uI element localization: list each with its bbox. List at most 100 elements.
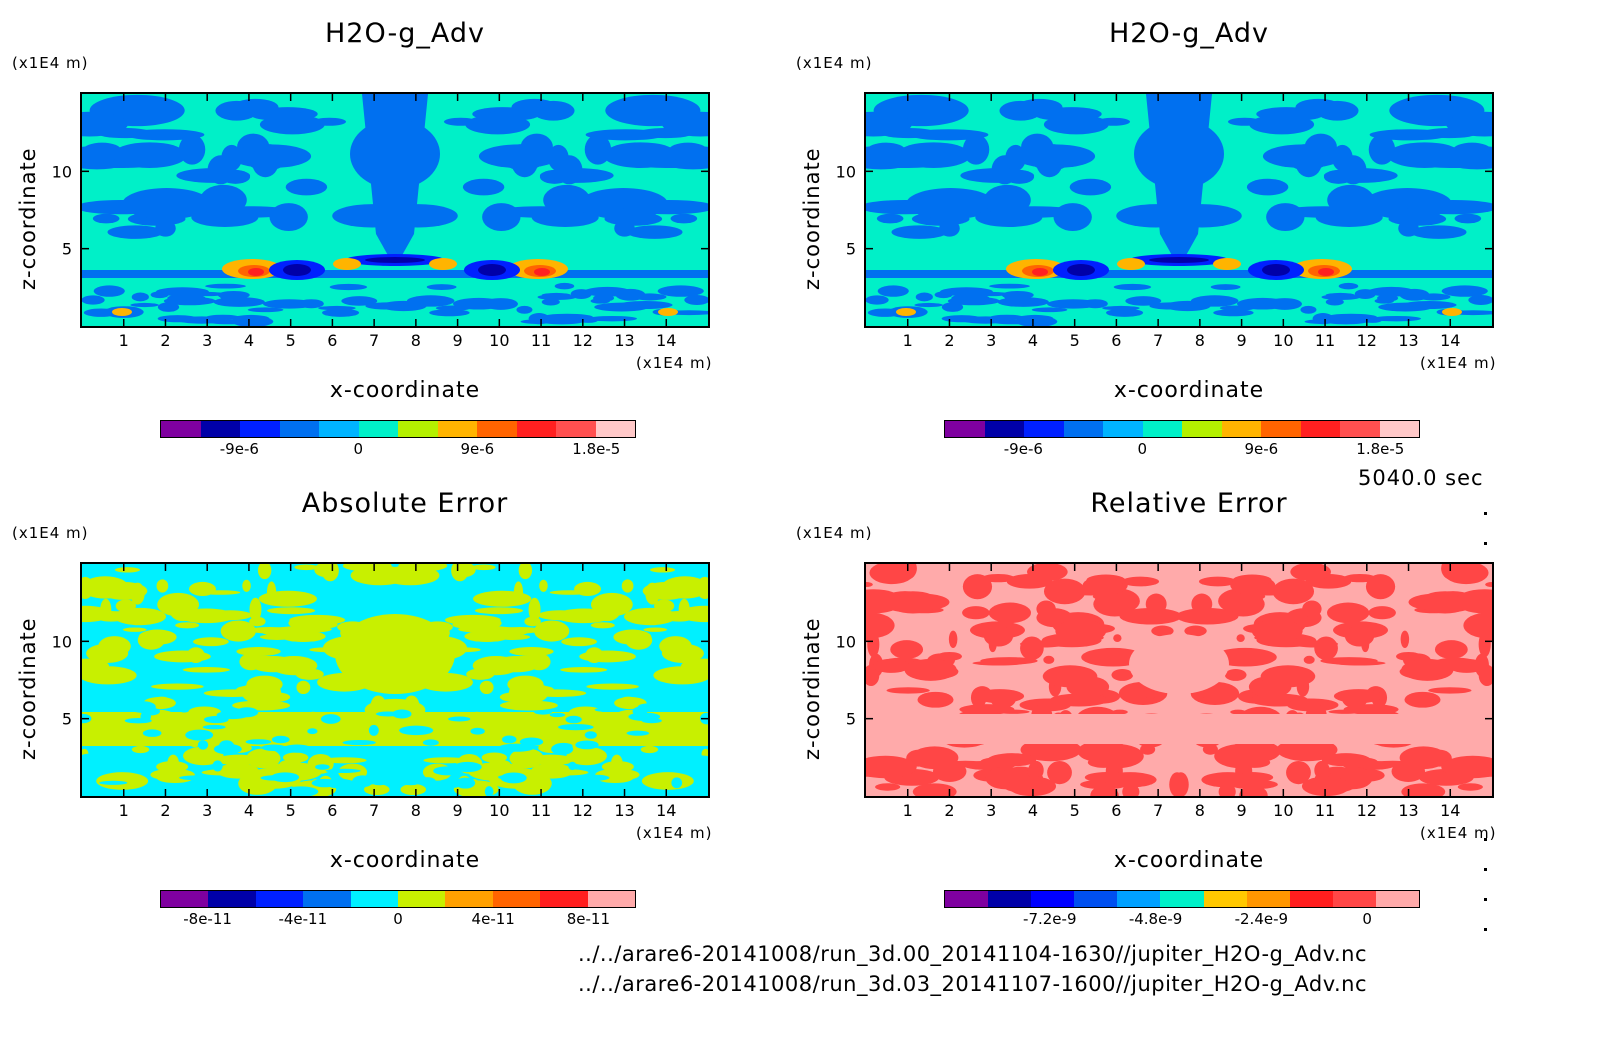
contour-region [350,119,440,189]
colorbar-tick-label: -8e-11 [183,910,232,928]
contour-region [402,754,416,765]
contour-region [866,199,951,215]
contour-positive [429,258,457,270]
colorbar-segment [1024,421,1064,437]
contour-region [1425,104,1453,114]
contour-trough [1149,257,1209,263]
contour-region [285,178,328,196]
colorbar-segment [445,891,493,907]
contour-region [82,605,112,623]
contour-region [185,729,214,741]
x-tick-label: 13 [1398,331,1418,350]
contour-region [1468,295,1492,305]
y-unit-label: (x1E4 m) [796,54,873,72]
x-tick-label: 11 [531,331,551,350]
y-axis-label: z-coordinate [800,147,824,290]
contour-region [400,776,422,786]
contour-region [1198,576,1237,587]
contour-region [175,622,200,629]
contour-region [433,766,461,776]
contour-region [82,199,167,215]
contour-region [1302,600,1322,618]
contour-region [380,300,427,312]
contour-region [519,737,544,747]
x-tick-label: 8 [411,331,421,350]
contour-region [866,589,904,614]
contour-region [1448,564,1461,579]
contour-region [1026,564,1068,582]
contour-region [1227,117,1262,126]
contour-region [940,287,993,297]
contour-region [575,740,599,750]
contour-region [1096,117,1131,126]
colorbar-tick-label: 0 [393,910,403,928]
contour-band [82,712,708,746]
contour-region [329,283,368,291]
colorbar-segment [303,891,351,907]
panel-relative-error: Relative Error (x1E4 m) 1 2 3 4 5 6 7 8 9 10 11 12 1… [784,470,1574,970]
contour-band [866,270,1492,278]
x-tick-label: 7 [369,331,379,350]
x-tick-label: 5 [286,331,296,350]
contour-region [205,283,246,289]
contour-region [443,117,478,126]
contour-region [392,709,412,719]
contour-region [138,629,177,645]
contour-region [904,658,957,681]
x-tick-label: 5 [1070,331,1080,350]
contour-region [298,299,324,309]
marker-dot [1484,928,1487,931]
contour-region [1326,602,1370,624]
chart-title: Relative Error [1090,488,1288,519]
contour-band [866,714,1492,744]
contour-region [259,634,295,640]
x-tick-label: 3 [986,331,996,350]
contour-region [1113,634,1122,642]
contour-region [614,220,635,237]
x-tick-label: 8 [1195,801,1205,820]
contour-region [897,564,910,579]
contour-region [866,111,912,137]
contour-region [561,637,597,647]
contour-region [574,581,601,596]
contour-region [615,288,646,301]
contour-region [1239,785,1268,796]
contour-region [1276,738,1338,762]
colorbar-segment [437,421,477,437]
marker-dot [1484,838,1487,841]
x-tick-label: 1 [903,801,913,820]
contour-region [532,100,575,121]
contour-region [400,783,427,796]
contour-region [601,761,634,773]
contour-region [1176,608,1239,625]
contour-region [82,142,122,158]
y-tick-label: 10 [836,632,856,651]
contour-region [1404,691,1441,708]
colorbar-tick-label: 1.8e-5 [572,440,621,458]
chart-title: Absolute Error [301,488,509,519]
x-tick-label: 4 [1028,331,1038,350]
contour-region [322,757,367,764]
x-tick-label: 11 [531,801,551,820]
contour-region [156,287,209,297]
x-tick-label: 11 [1315,331,1335,350]
colorbar-segment [556,421,596,437]
colorbar-segment [255,891,304,907]
contour-region [82,753,112,762]
contour-region [1125,296,1162,306]
contour-region [866,771,906,777]
contour-region [936,651,962,661]
x-axis-label: x-coordinate [1113,848,1265,873]
contour-region [1119,608,1182,625]
contour-region [199,184,247,216]
contour-region [193,637,229,647]
contour-region [1428,687,1472,694]
contour-band [82,270,708,278]
contour-region [1184,625,1207,637]
contour-region [548,144,569,171]
y-axis-label: z-coordinate [16,147,40,290]
contour-region [866,581,873,588]
contour-region [1401,783,1446,796]
contour-region [890,640,924,659]
